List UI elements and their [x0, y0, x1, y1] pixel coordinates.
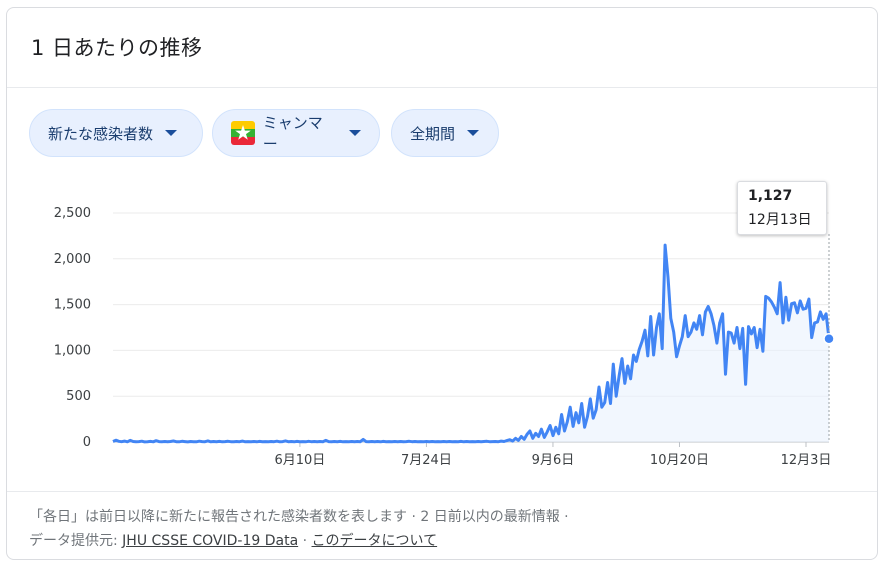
- hover-point: [823, 333, 835, 345]
- x-tick-label: 10月20日: [650, 453, 709, 468]
- x-tick-label: 12月3日: [781, 453, 832, 468]
- y-tick-label: 2,000: [54, 252, 91, 267]
- y-tick-label: 1,000: [54, 343, 91, 358]
- metric-dropdown[interactable]: 新たな感染者数: [29, 109, 203, 157]
- country-dropdown-label: ミャンマー: [262, 114, 323, 153]
- daily-cases-chart[interactable]: 0 500 1,000 1,500 2,000 2,500 6月10日 7月24日 9月6日 1…: [7, 168, 878, 488]
- footer-divider: [7, 491, 877, 492]
- x-tick-label: 9月6日: [532, 453, 575, 468]
- series-line: [112, 243, 831, 444]
- tooltip-value: 1,127: [748, 188, 793, 204]
- period-dropdown-label: 全期間: [410, 124, 456, 143]
- country-dropdown[interactable]: ミャンマー: [212, 109, 380, 157]
- y-tick-label: 500: [66, 389, 91, 404]
- daily-trend-card: 1 日あたりの推移 新たな感染者数 ミャンマー 全期間 0 500 1,000 1,5…: [6, 7, 878, 560]
- x-tick-label: 7月24日: [401, 453, 452, 468]
- footer-source: データ提供元: JHU CSSE COVID-19 Data · このデータにつ…: [29, 530, 437, 550]
- card-title: 1 日あたりの推移: [31, 36, 203, 60]
- header-divider: [7, 87, 877, 88]
- y-tick-label: 2,500: [54, 206, 91, 221]
- x-tick-label: 6月10日: [274, 453, 325, 468]
- separator: ·: [302, 533, 312, 549]
- metric-dropdown-label: 新たな感染者数: [48, 124, 154, 143]
- chevron-down-icon: [467, 130, 480, 136]
- source-prefix: データ提供元:: [29, 533, 123, 549]
- period-dropdown[interactable]: 全期間: [391, 109, 499, 157]
- myanmar-flag-icon: [231, 121, 255, 145]
- tooltip-date: 12月13日: [748, 212, 812, 228]
- y-tick-label: 1,500: [54, 298, 91, 313]
- footer-note: 「各日」は前日以降に新たに報告された感染者数を表します · 2 日前以内の最新情…: [29, 509, 569, 525]
- series-area: [113, 245, 829, 442]
- chevron-down-icon: [349, 130, 361, 136]
- chart-tooltip: 1,127 12月13日: [737, 181, 827, 235]
- about-data-link[interactable]: このデータについて: [311, 533, 438, 549]
- chevron-down-icon: [165, 130, 178, 136]
- source-link[interactable]: JHU CSSE COVID-19 Data: [122, 533, 299, 549]
- y-tick-label: 0: [83, 435, 91, 450]
